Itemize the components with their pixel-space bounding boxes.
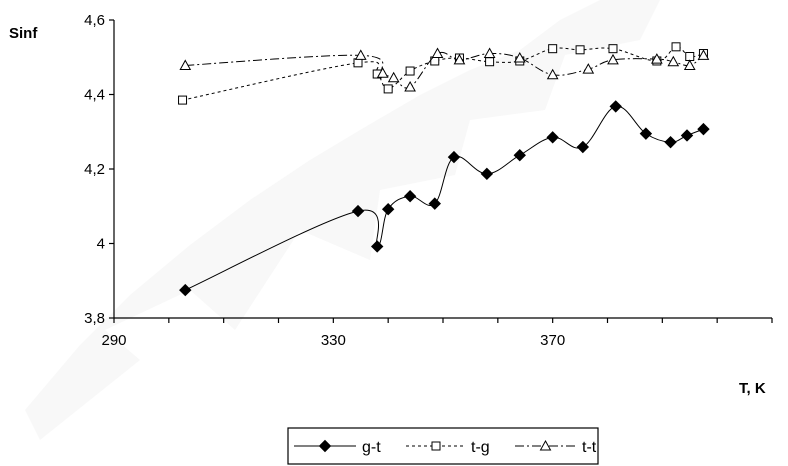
series-g-t-point <box>697 122 710 136</box>
y-ticks: 3,8 4 4,2 4,4 4,6 <box>84 12 114 327</box>
series-t-t-point <box>376 67 389 78</box>
series-t-g-point <box>178 95 188 105</box>
series-g-t-point <box>664 135 677 149</box>
legend-label: t-t <box>582 439 597 456</box>
series-t-g-point <box>608 44 618 54</box>
legend-g-t-point <box>318 439 332 453</box>
watermark <box>25 0 660 440</box>
series-g-t-point <box>447 150 461 164</box>
legend-t-g-point <box>431 441 441 451</box>
legend-t-t-point <box>539 439 552 451</box>
y-tick-label: 4,4 <box>84 87 105 104</box>
series-g-t-point <box>179 283 192 297</box>
series-t-g <box>178 42 708 105</box>
series-t-t-point <box>513 51 526 63</box>
series-layer <box>178 42 710 297</box>
series-t-t-point <box>387 71 400 83</box>
series-t-g-point <box>548 44 558 54</box>
series-g-t-point <box>428 197 441 210</box>
series-t-t-point <box>607 53 619 65</box>
series-t-t-point <box>431 47 444 59</box>
series-t-t-point <box>651 53 663 64</box>
x-ticks: 290 330 370 <box>101 318 773 349</box>
series-g-t-point <box>639 127 653 140</box>
legend-item-g-t: g-t <box>294 439 381 456</box>
y-axis-label: Sinf <box>9 25 38 42</box>
y-tick-label: 4,2 <box>84 161 105 178</box>
series-g-t-point <box>403 189 417 203</box>
series-g-t-point <box>480 167 494 181</box>
legend-label: g-t <box>362 439 381 456</box>
series-t-g-point <box>575 45 585 55</box>
series-g-t-point <box>370 240 384 253</box>
series-t-g-point <box>485 57 495 67</box>
x-axis-label: T, K <box>739 380 766 397</box>
series-line-t-t <box>185 51 704 89</box>
series-t-t-point <box>483 47 496 59</box>
legend: g-t t-g t-t <box>287 427 599 465</box>
series-g-t-point <box>680 129 694 142</box>
series-t-t-point <box>697 49 710 60</box>
series-t-t-point <box>683 59 696 70</box>
series-t-t-point <box>582 63 595 74</box>
series-g-t-point <box>609 100 622 113</box>
series-g-t <box>179 100 710 297</box>
x-tick-label: 370 <box>540 332 565 349</box>
series-g-t-point <box>576 140 590 154</box>
series-g-t-point <box>513 149 526 162</box>
series-t-t-point <box>404 81 416 92</box>
series-g-t-point <box>351 204 365 218</box>
legend-label: t-g <box>471 439 490 456</box>
series-t-g-point <box>405 66 415 76</box>
series-t-t-point <box>667 55 680 67</box>
legend-item-t-g: t-g <box>406 439 490 456</box>
series-t-t <box>179 47 710 92</box>
legend-item-t-t: t-t <box>515 439 597 456</box>
series-g-t-point <box>546 131 559 144</box>
series-g-t-point <box>381 203 395 216</box>
series-t-t-point <box>453 53 466 65</box>
series-t-t-point <box>179 59 192 70</box>
series-t-g-point <box>685 52 695 62</box>
series-t-g-point <box>353 58 363 68</box>
y-tick-label: 4,6 <box>84 12 105 29</box>
x-tick-label: 290 <box>101 332 126 349</box>
y-tick-label: 4 <box>97 236 105 253</box>
series-t-t-point <box>354 49 367 60</box>
series-t-g-point <box>383 84 393 94</box>
series-t-t-point <box>546 68 559 80</box>
y-tick-label: 3,8 <box>84 310 105 327</box>
series-t-g-point <box>671 42 681 52</box>
x-tick-label: 330 <box>321 332 346 349</box>
